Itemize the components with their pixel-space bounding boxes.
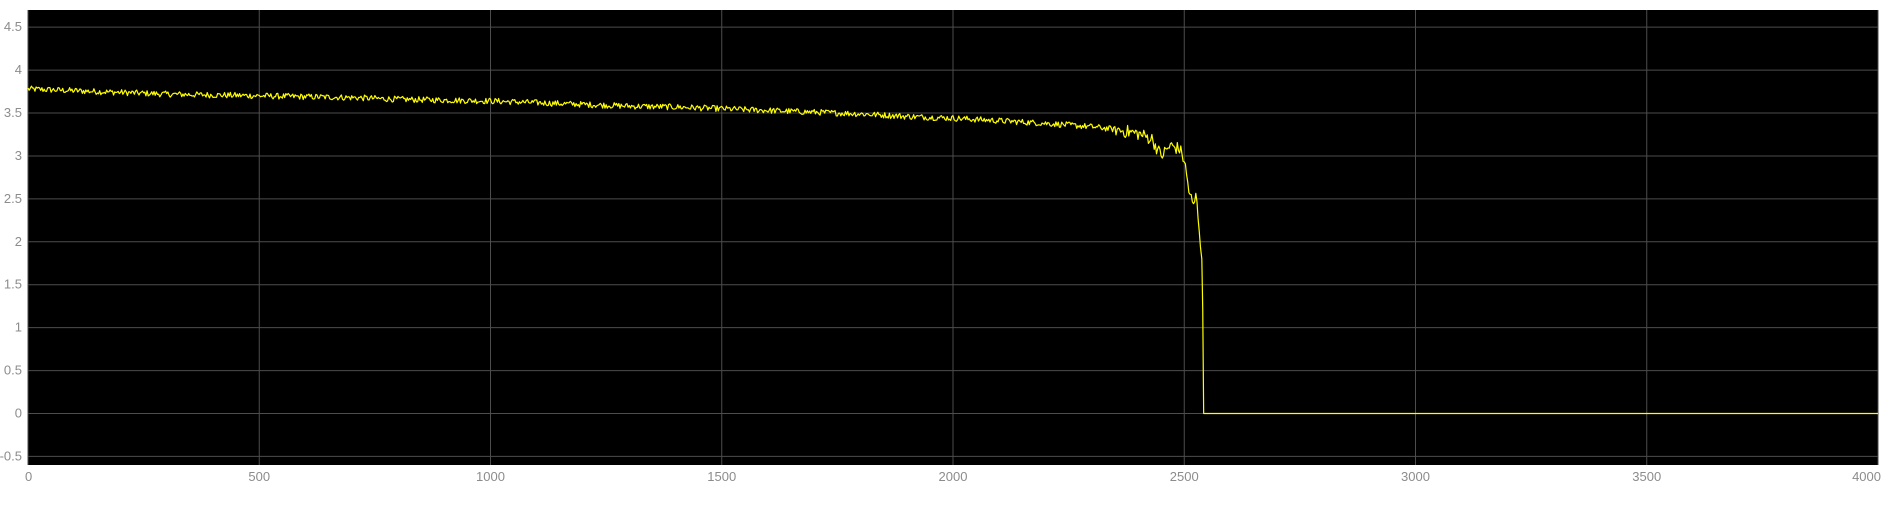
- y-tick-label: 3: [15, 148, 22, 163]
- x-tick-label: 3500: [1632, 469, 1661, 484]
- y-tick-label: 4.5: [4, 19, 22, 34]
- y-tick-label: 1: [15, 320, 22, 335]
- y-tick-label: 0.5: [4, 363, 22, 378]
- series-line: [27, 85, 1878, 415]
- x-tick-label: 4000: [1852, 469, 1881, 484]
- x-tick-label: 500: [248, 469, 270, 484]
- y-tick-labels: -0.5 0 0.5 1 1.5 2 2.5 3 3.5 4 4.5: [0, 19, 22, 463]
- y-tick-label: 0: [15, 405, 22, 420]
- x-tick-label: 0: [25, 469, 32, 484]
- x-tick-label: 1000: [476, 469, 505, 484]
- y-tick-label: -0.5: [0, 448, 22, 463]
- x-tick-label: 2000: [939, 469, 968, 484]
- x-tick-labels: 0 500 1000 1500 2000 2500 3000 3500 4000: [25, 469, 1881, 484]
- y-tick-label: 2: [15, 234, 22, 249]
- y-tick-label: 2.5: [4, 191, 22, 206]
- grid-lines: [27, 10, 1879, 465]
- y-tick-label: 3.5: [4, 105, 22, 120]
- x-tick-label: 3000: [1401, 469, 1430, 484]
- x-tick-label: 2500: [1170, 469, 1199, 484]
- series-layer: [27, 85, 1878, 415]
- y-tick-label: 1.5: [4, 277, 22, 292]
- y-tick-label: 4: [15, 62, 22, 77]
- x-tick-label: 1500: [707, 469, 736, 484]
